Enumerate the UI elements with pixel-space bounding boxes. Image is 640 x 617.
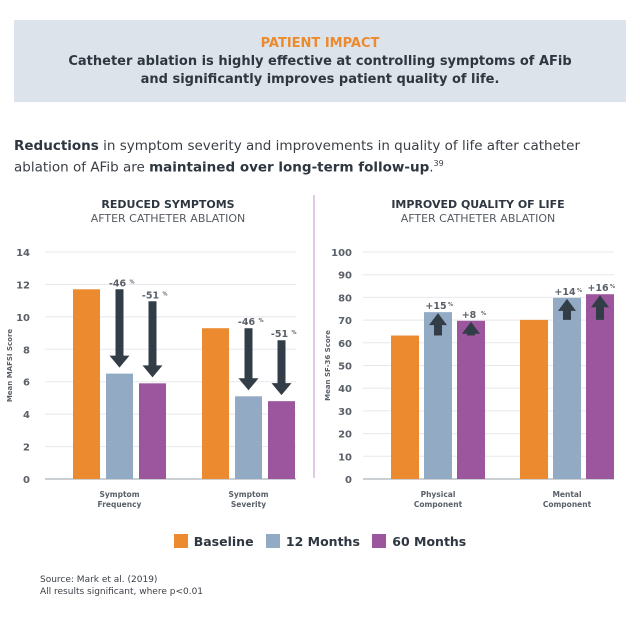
up-arrow-icon [591,295,609,320]
bar-baseline [520,319,548,479]
up-arrow-icon [429,313,447,336]
change-unit: % [292,330,297,336]
down-arrow-icon [142,301,163,378]
x-tick-label: Component [414,500,463,509]
bar-60-months [268,401,295,479]
change-unit: % [577,288,582,294]
banner-line-1: Catheter ablation is highly effective at… [68,54,572,69]
change-unit: % [610,284,615,290]
change-label: +16 [587,283,609,294]
chart-title: REDUCED SYMPTOMS [101,198,234,211]
legend-item-baseline: Baseline [173,534,254,549]
y-tick-label: 30 [338,407,352,418]
patient-impact-banner: PATIENT IMPACT Catheter ablation is high… [14,20,626,102]
bar-baseline [202,328,229,479]
change-label: -46 [109,278,127,289]
y-axis-label: Mean MAFSI Score [6,329,14,403]
y-tick-label: 60 [338,339,352,350]
change-unit: % [481,311,486,317]
down-arrow-icon [271,340,292,396]
legend-label: Baseline [193,534,254,549]
legend-label: 12 Months [285,534,360,549]
intro-text-2: . [429,159,434,176]
legend: Baseline 12 Months 60 Months [0,534,640,549]
bar-60-months [139,383,166,479]
change-label: -46 [238,317,256,328]
change-label: +14 [554,287,576,298]
change-unit: % [163,291,168,297]
legend-label: 60 Months [392,534,467,549]
source-line-1: Source: Mark et al. (2019) [40,575,158,585]
y-tick-label: 6 [23,378,30,389]
change-label: +8 [462,310,477,321]
y-tick-label: 0 [23,475,30,486]
bar-60-months [457,320,485,479]
y-tick-label: 12 [16,280,30,291]
legend-item-12-months: 12 Months [265,534,360,549]
x-tick-label: Severity [231,500,266,509]
legend-swatch-12-months [265,534,280,548]
y-tick-label: 20 [338,430,352,441]
bar-60-months [586,294,614,479]
y-tick-label: 90 [338,271,352,282]
x-tick-label: Component [543,500,592,509]
change-unit: % [259,318,264,324]
y-tick-label: 8 [23,345,30,356]
change-unit: % [130,279,135,285]
down-arrow-icon [238,328,259,391]
bar-12-months [424,312,452,479]
change-label: -51 [142,290,159,301]
y-tick-label: 70 [338,316,352,327]
change-label: +15 [425,301,446,312]
bar-12-months [553,297,581,479]
banner-kicker: PATIENT IMPACT [260,36,380,51]
intro-paragraph: Reductions in symptom severity and impro… [14,138,614,177]
chart-subtitle: AFTER CATHETER ABLATION [401,212,556,225]
down-arrow-icon [109,289,130,368]
source-note: Source: Mark et al. (2019) All results s… [40,574,203,598]
banner-line-2: and significantly improves patient quali… [140,72,500,87]
y-axis-label: Mean SF-36 Score [324,330,332,401]
x-tick-label: Physical [421,490,456,499]
y-tick-label: 0 [345,475,352,486]
y-tick-label: 4 [23,410,30,421]
intro-text-1: in symptom severity and improvements in … [14,138,581,176]
y-tick-label: 50 [338,362,352,373]
y-tick-label: 14 [16,248,30,259]
chart-subtitle: AFTER CATHETER ABLATION [91,212,246,225]
x-tick-label: Frequency [98,500,142,509]
x-tick-label: Mental [552,490,581,499]
up-arrow-icon [462,321,480,336]
change-unit: % [448,302,453,308]
legend-swatch-baseline [173,534,188,548]
banner-headline: Catheter ablation is highly effective at… [14,53,626,89]
intro-bold-2: maintained over long-term follow-up [149,159,430,176]
source-line-2: All results significant, where p<0.01 [40,587,204,597]
x-tick-label: Symptom [228,490,268,499]
up-arrow-icon [558,298,576,320]
bar-baseline [73,289,100,479]
bar-baseline [391,335,419,479]
intro-bold-1: Reductions [14,138,99,154]
y-tick-label: 80 [338,293,352,304]
legend-item-60-months: 60 Months [372,534,466,549]
y-tick-label: 2 [23,443,30,454]
bar-12-months [235,396,262,479]
intro-reference: 39 [433,159,444,168]
y-tick-label: 40 [338,384,352,395]
legend-swatch-60-months [372,534,387,548]
chart-title: IMPROVED QUALITY OF LIFE [391,198,564,211]
y-tick-label: 100 [331,248,352,259]
x-tick-label: Symptom [99,490,139,499]
y-tick-label: 10 [338,452,352,463]
y-tick-label: 10 [16,313,30,324]
bar-12-months [106,373,133,479]
change-label: -51 [271,329,288,340]
